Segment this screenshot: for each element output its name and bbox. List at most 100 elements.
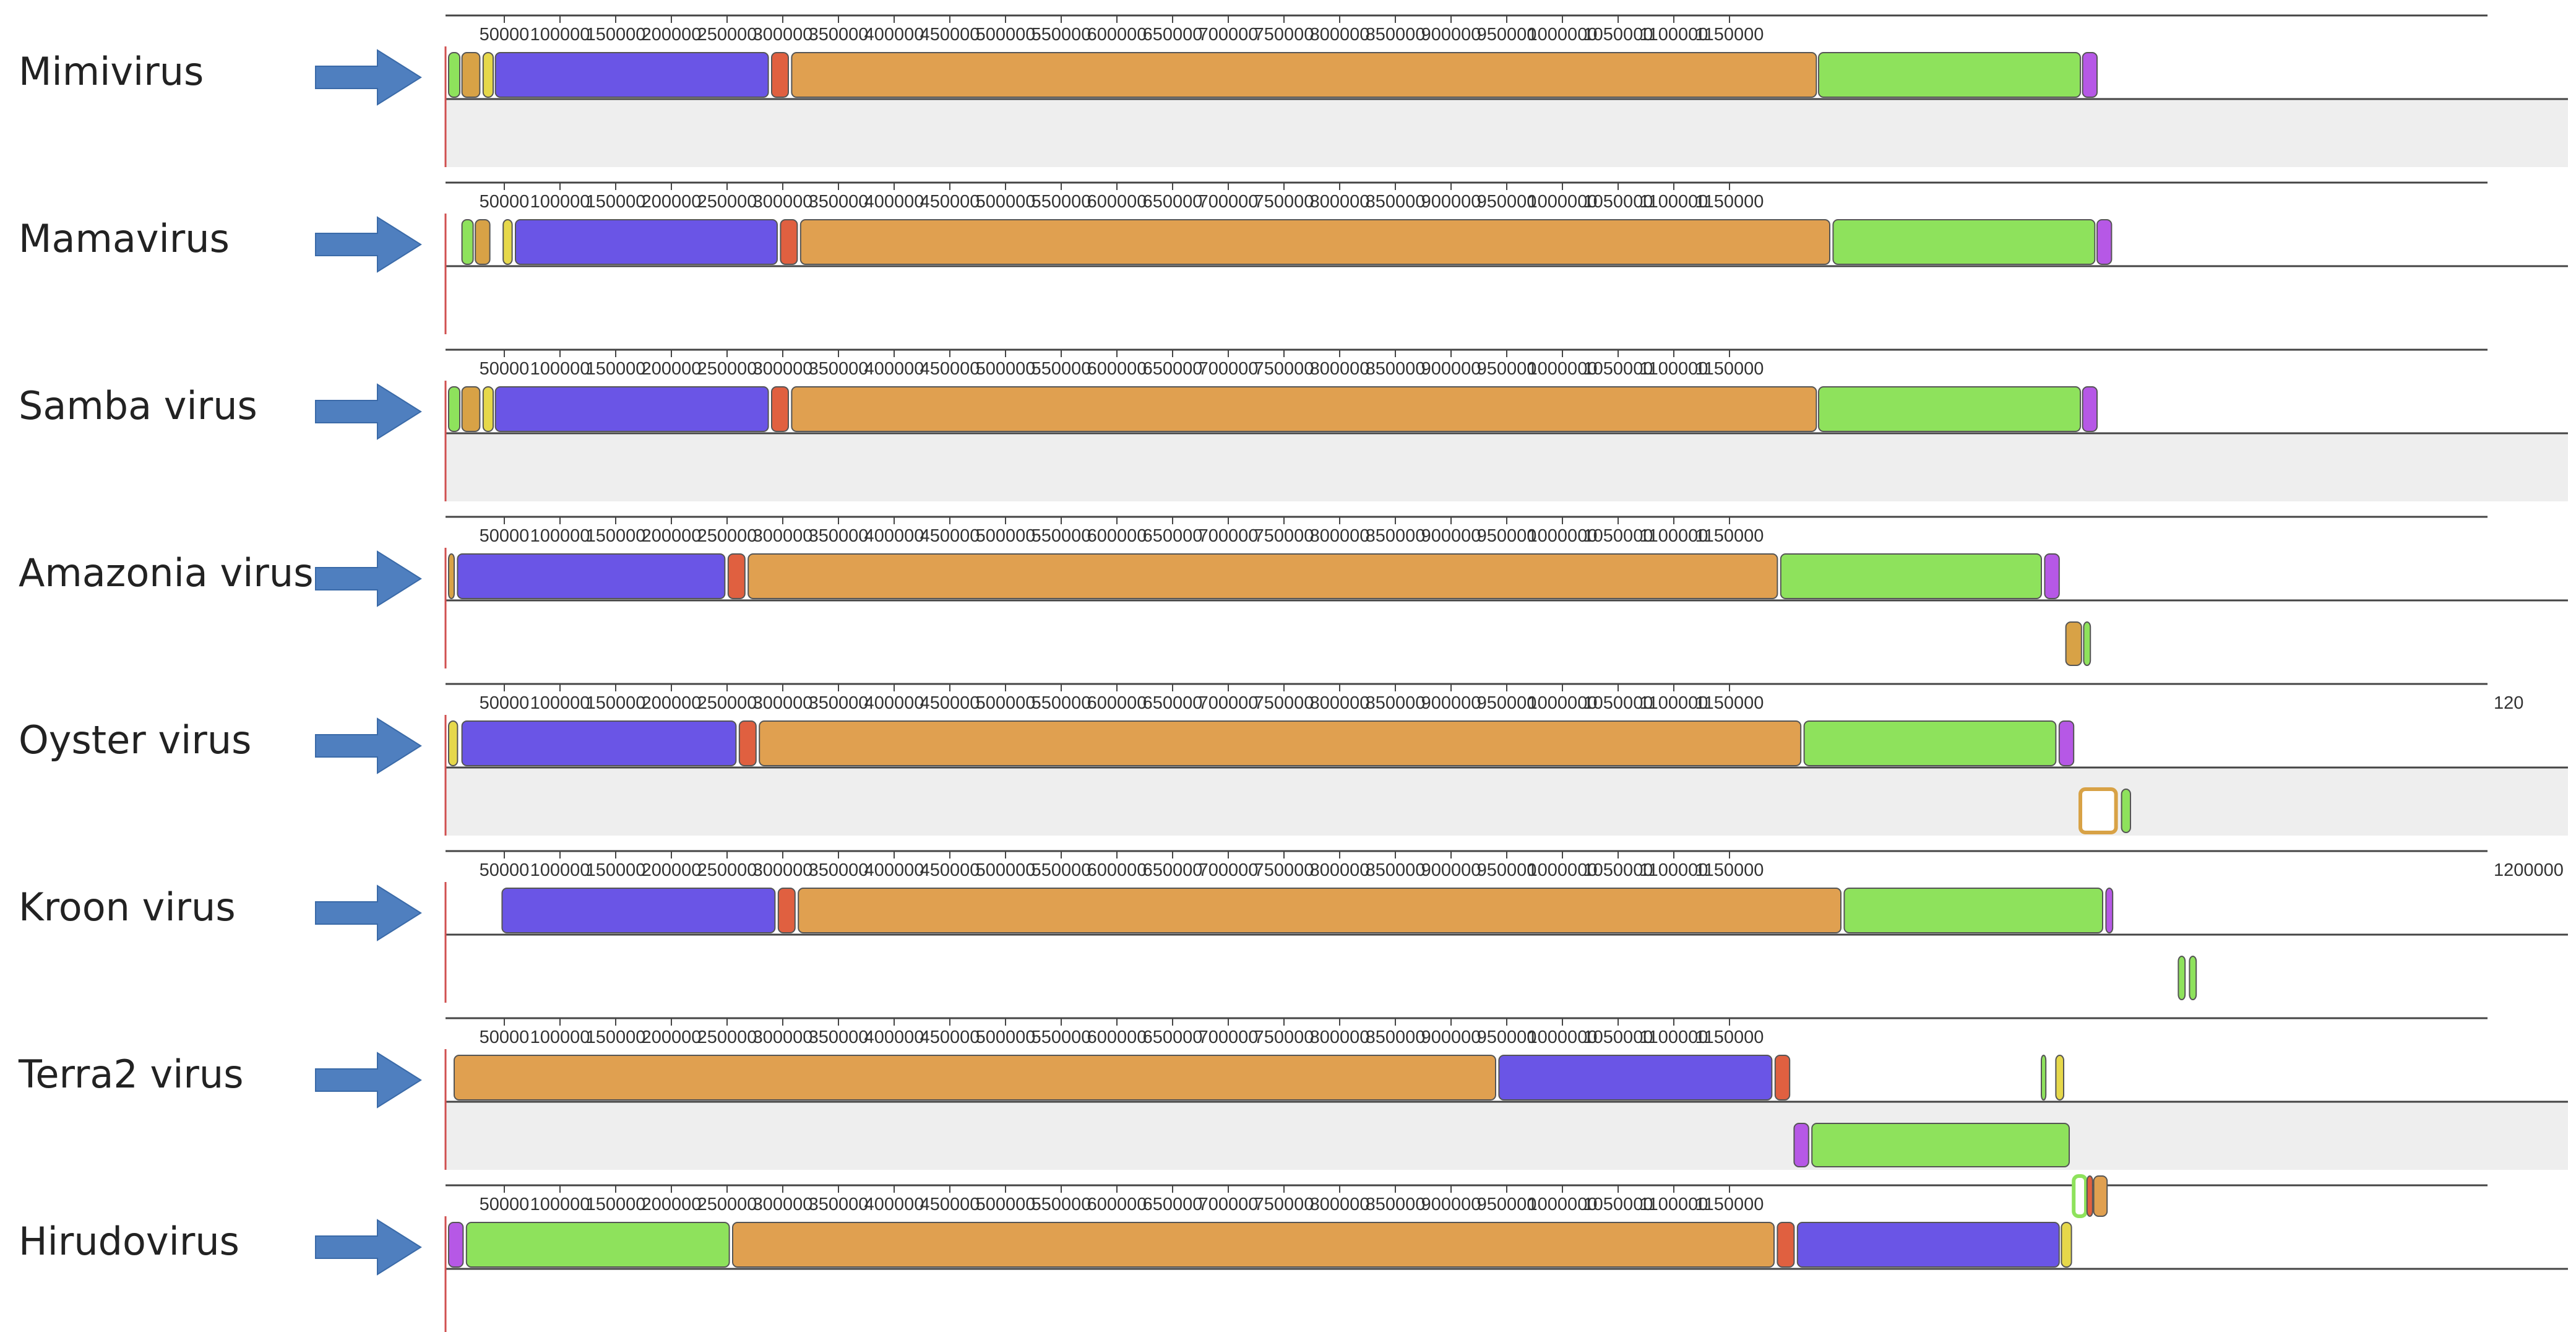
tick-label: 600000 [1087,1195,1147,1214]
tick-label: 950000 [1477,25,1537,45]
tick-label: 500000 [976,693,1036,713]
tick-label: 1000000 [1528,1027,1598,1047]
tick-label: 150000 [586,1027,646,1047]
tick-label: 1100000 [1640,192,1708,212]
tick-label: 1050000 [1583,25,1653,45]
tick-label: 1000000 [1528,359,1598,379]
lcb-block-green [2178,956,2186,1000]
tick-label: 200000 [642,860,702,880]
tick-label: 950000 [1477,359,1537,379]
tick-label: 1000000 [1528,192,1598,212]
tick-label: 700000 [1199,192,1259,212]
tick-label: 300000 [753,526,813,546]
tick-label: 1050000 [1583,1195,1653,1214]
lcb-block-red [738,720,757,766]
lcb-block-green [1832,219,2096,265]
tick-label: 750000 [1254,693,1314,713]
tick-label: 800000 [1310,1027,1370,1047]
tick-label: 600000 [1087,359,1147,379]
lcb-block-red [777,888,796,933]
lcb-block-green [2189,956,2197,1000]
tick-label: 250000 [697,192,757,212]
tick-label: 900000 [1421,1195,1481,1214]
lcb-block-purple [501,888,776,933]
tick-label: 350000 [809,860,869,880]
lcb-block-yellow [482,386,494,432]
tick-label: 250000 [697,25,757,45]
tick-label: 450000 [920,192,980,212]
tick-label: 200000 [642,1027,702,1047]
tick-label: 100000 [530,359,590,379]
tick-label: 800000 [1310,192,1370,212]
tick-label: 1150000 [1695,1195,1764,1214]
tick-label: 750000 [1254,192,1314,212]
tick-label: 300000 [753,1027,813,1047]
tick-label: 50000 [480,860,530,880]
tick-label: 150000 [586,25,646,45]
lcb-block-magenta [2058,720,2075,766]
lcb-block-magenta [2096,219,2113,265]
tick-label: 350000 [809,359,869,379]
lcb-block-green [2041,1055,2047,1101]
tick-label: 800000 [1310,693,1370,713]
tick-label: 600000 [1087,192,1147,212]
tick-label: 100000 [530,1027,590,1047]
genome-row: 50000 10000015000020000025000030000035000… [19,516,2568,668]
tick-label: 400000 [864,1195,924,1214]
track-panel [446,99,2568,167]
track-panel [446,768,2568,836]
lcb-block-green [448,52,460,98]
tick-label: 950000 [1477,1027,1537,1047]
tick-label: 1050000 [1583,860,1653,880]
tick-label: 1150000 [1695,1027,1764,1047]
tick-label: 850000 [1366,192,1426,212]
tick-label: 1100000 [1640,526,1708,546]
tick-label: 550000 [1032,693,1092,713]
tick-label: 400000 [864,526,924,546]
lcb-block-yellow [502,219,513,265]
tick-label: 200000 [642,693,702,713]
lcb-block-green [2083,621,2091,666]
lcb-block-orange [798,888,1842,933]
tick-label: 500000 [976,359,1036,379]
lcb-block-yellow [2055,1055,2064,1101]
tick-label: 250000 [697,1027,757,1047]
tick-label: 500000 [976,1195,1036,1214]
lcb-block-green [1780,553,2043,599]
tick-label: 800000 [1310,1195,1370,1214]
lcb-block-red [727,553,746,599]
tick-label: 400000 [864,25,924,45]
tick-label: 50000 [480,693,530,713]
lcb-block-green [1803,720,2057,766]
tick-label: 250000 [697,359,757,379]
tick-label: 50000 [480,359,530,379]
tick-label: 1050000 [1583,1027,1653,1047]
tick-label: 850000 [1366,359,1426,379]
tick-label: 450000 [920,359,980,379]
tick-label: 900000 [1421,693,1481,713]
lcb-block-purple [494,52,769,98]
lcb-block-red [2086,1175,2093,1217]
track-panel [446,433,2568,501]
tick-label: 700000 [1199,693,1259,713]
tick-label: 450000 [920,526,980,546]
tick-label: 1050000 [1583,192,1653,212]
tick-label: 400000 [864,359,924,379]
tick-label: 600000 [1087,526,1147,546]
track-panel [446,1102,2568,1170]
tick-label: 400000 [864,693,924,713]
tick-label: 300000 [753,25,813,45]
tick-label: 1150000 [1695,25,1764,45]
genome-row: 50000 10000015000020000025000030000035000… [19,14,2568,167]
tick-label: 450000 [920,25,980,45]
lcb-block-magenta [1793,1123,1809,1167]
tick-label: 200000 [642,359,702,379]
lcb-block-orange [799,219,1830,265]
lcb-block-magenta [2044,553,2060,599]
genome-label: Kroon virus [19,884,236,930]
lcb-block-red [771,386,789,432]
tick-label: 850000 [1366,25,1426,45]
genome-label: Mimivirus [19,49,204,94]
tick-label: 250000 [697,860,757,880]
